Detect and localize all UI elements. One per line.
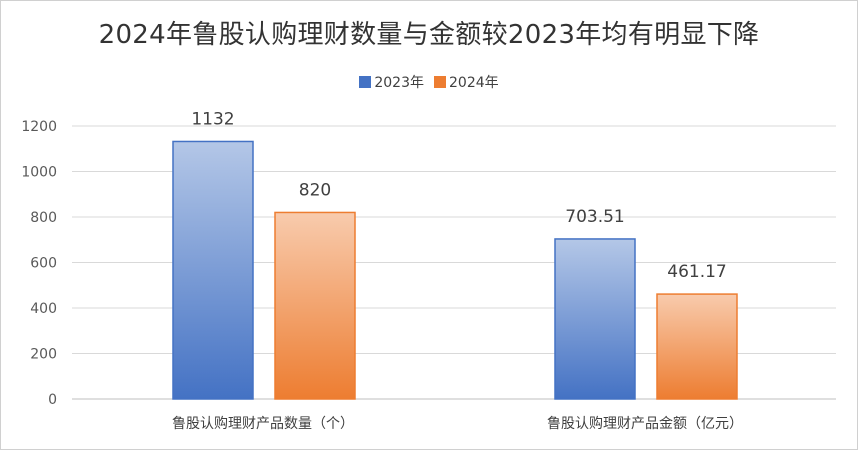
y-tick-label: 0 <box>48 392 57 408</box>
data-label-series0-cat1: 703.51 <box>565 207 624 227</box>
data-label-series1-cat1: 461.17 <box>667 262 726 282</box>
legend-swatch-2024 <box>434 76 446 88</box>
y-tick-label: 800 <box>30 210 57 226</box>
data-label-series0-cat0: 1132 <box>191 109 234 129</box>
bar-series0-cat1 <box>554 238 636 400</box>
legend-label-2024: 2024年 <box>449 75 499 91</box>
bar-series1-cat1 <box>656 293 738 400</box>
y-tick-label: 1000 <box>21 165 57 181</box>
bar-series1-cat0 <box>274 211 356 400</box>
legend: 2023年 2024年 <box>0 72 858 92</box>
legend-swatch-2023 <box>359 76 372 88</box>
chart-title: 2024年鲁股认购理财数量与金额较2023年均有明显下降 <box>98 20 760 50</box>
data-label-series1-cat0: 820 <box>299 180 331 200</box>
y-tick-label: 600 <box>30 256 57 272</box>
category-label-1: 鲁股认购理财产品金额（亿元） <box>547 416 743 432</box>
y-tick-label: 200 <box>30 347 57 363</box>
legend-item-2024: 2024年 <box>434 72 499 92</box>
y-tick-label: 400 <box>30 301 57 317</box>
y-tick-label: 1200 <box>21 119 57 135</box>
legend-item-2023: 2023年 <box>359 72 424 92</box>
legend-label-2023: 2023年 <box>374 75 424 91</box>
bar-series0-cat0 <box>172 140 254 400</box>
category-label-0: 鲁股认购理财产品数量（个） <box>172 416 354 432</box>
